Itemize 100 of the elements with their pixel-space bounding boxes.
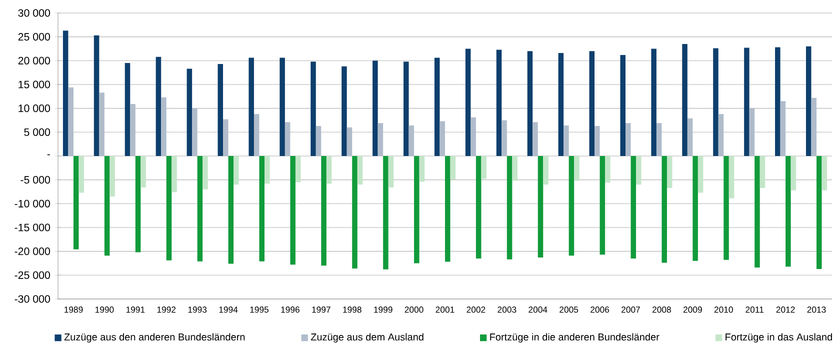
x-tick-label: 1991 xyxy=(126,306,145,313)
y-tick-label: 25 000 xyxy=(18,33,50,41)
bar xyxy=(594,126,600,156)
bar xyxy=(806,46,812,156)
bar xyxy=(780,101,786,156)
bar xyxy=(223,119,228,156)
bar xyxy=(527,51,533,156)
bar xyxy=(481,156,486,179)
y-tick-label: -20 000 xyxy=(14,248,50,256)
bar xyxy=(186,68,192,156)
bar xyxy=(156,56,162,156)
bar xyxy=(130,104,136,156)
bar xyxy=(786,156,791,267)
bar xyxy=(197,156,203,262)
y-tick-label: -5 000 xyxy=(20,176,50,184)
bar xyxy=(404,62,409,156)
bar xyxy=(342,66,347,156)
y-tick-label: 20 000 xyxy=(18,56,50,64)
bar xyxy=(682,44,688,156)
bar xyxy=(564,125,569,156)
bar xyxy=(666,156,672,188)
bar xyxy=(816,156,822,269)
bar xyxy=(99,92,104,156)
legend-label: Zuzüge aus dem Ausland xyxy=(310,333,424,343)
bar xyxy=(290,156,296,265)
y-tick-label: 10 000 xyxy=(18,104,50,112)
x-tick-label: 2001 xyxy=(436,306,454,313)
bar xyxy=(68,87,74,156)
bar xyxy=(512,156,518,181)
bar xyxy=(630,156,636,258)
x-tick-label: 1989 xyxy=(64,306,83,313)
bar xyxy=(310,62,316,156)
bar xyxy=(568,156,574,256)
bar xyxy=(470,117,476,156)
bar xyxy=(254,114,260,156)
bar xyxy=(166,156,172,260)
legend-label: Fortzüge in das Ausland xyxy=(726,333,832,343)
bar xyxy=(202,156,208,190)
x-tick-label: 1990 xyxy=(95,306,114,313)
bar xyxy=(326,156,332,184)
bar xyxy=(372,60,378,156)
x-tick-label: 2002 xyxy=(466,306,486,313)
x-tick-label: 1997 xyxy=(312,306,330,313)
bar xyxy=(408,125,414,156)
bar xyxy=(352,156,358,268)
bar xyxy=(589,51,595,156)
bar xyxy=(248,58,254,156)
bar xyxy=(790,156,796,190)
bar xyxy=(357,156,363,185)
bar xyxy=(760,156,766,188)
x-tick-label: 2012 xyxy=(776,306,795,313)
bar xyxy=(574,156,580,181)
bar xyxy=(651,48,656,156)
bar xyxy=(445,156,450,262)
bar xyxy=(656,123,662,156)
bar xyxy=(264,156,270,184)
bar xyxy=(811,98,817,156)
bar xyxy=(104,156,110,256)
bar xyxy=(558,53,564,156)
x-tick-label: 1998 xyxy=(343,306,362,313)
x-tick-label: 1996 xyxy=(281,306,300,313)
bar xyxy=(295,156,301,182)
bar xyxy=(383,156,388,270)
bar xyxy=(124,63,130,156)
y-tick-label: - xyxy=(47,154,50,156)
bar xyxy=(234,156,239,185)
bar xyxy=(440,121,446,156)
bar xyxy=(73,156,79,250)
bar xyxy=(140,156,146,188)
bar xyxy=(620,54,626,156)
bar xyxy=(724,156,729,260)
y-tick-label: -25 000 xyxy=(14,271,50,279)
bar xyxy=(228,156,234,264)
bar xyxy=(434,58,440,156)
bar xyxy=(506,156,512,260)
bar xyxy=(135,156,141,252)
bar xyxy=(532,122,538,156)
bar xyxy=(388,156,394,188)
x-tick-label: 1995 xyxy=(250,306,269,313)
bar xyxy=(78,156,84,193)
x-tick-label: 1992 xyxy=(157,306,176,313)
x-tick-label: 2000 xyxy=(404,306,424,313)
bar xyxy=(538,156,544,258)
bar xyxy=(822,156,828,190)
legend-label: Fortzüge in die anderen Bundesländer xyxy=(490,333,660,343)
x-tick-label: 2006 xyxy=(590,306,610,313)
bar xyxy=(687,118,693,156)
bar xyxy=(698,156,704,193)
bar xyxy=(346,127,352,156)
y-tick-label: -30 000 xyxy=(14,295,50,303)
x-tick-label: 2004 xyxy=(528,306,548,313)
y-tick-label: -10 000 xyxy=(14,200,50,208)
bar xyxy=(284,122,290,156)
bar xyxy=(465,48,471,156)
bar xyxy=(744,48,750,156)
bar xyxy=(280,58,285,156)
bar xyxy=(692,156,698,261)
bar xyxy=(94,35,100,156)
bar xyxy=(476,156,482,258)
x-tick-label: 2009 xyxy=(683,306,702,313)
